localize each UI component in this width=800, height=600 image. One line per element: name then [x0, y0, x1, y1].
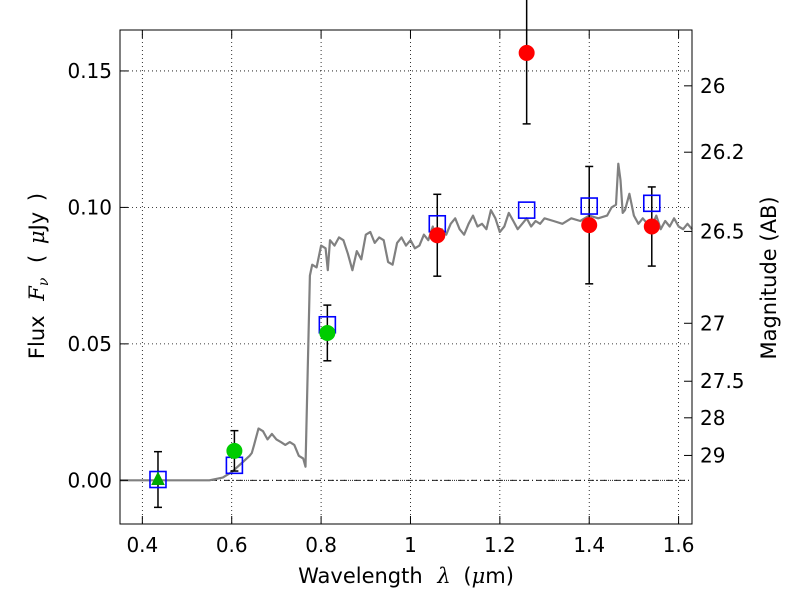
x-tick-label: 1 — [404, 533, 417, 557]
y2-tick-label: 29 — [700, 443, 725, 467]
y-axis-label-prefix: Flux — [25, 315, 49, 359]
x-tick-label: 0.6 — [216, 533, 248, 557]
y2-axis-label: Magnitude (AB) — [757, 196, 781, 359]
observed-photometry — [151, 44, 660, 486]
y-axis-label-unit-open: ( — [25, 255, 49, 263]
spectrum-line — [120, 162, 693, 482]
x-axis-label-prefix: Wavelength — [298, 564, 423, 588]
y-tick-label: 0.10 — [67, 195, 112, 219]
y2-tick-label: 27 — [700, 311, 725, 335]
observed-point — [581, 217, 598, 234]
model-photometry — [149, 194, 661, 489]
error-bars — [153, 0, 656, 509]
y2-tick-label: 26 — [700, 74, 725, 98]
axis-ticks: 0.4 0.6 0.8 1 1.2 1.4 1.6 0.00 0.05 0.10 0.15 26 26.… — [67, 30, 745, 557]
x-axis-label-unit-mu: μ — [472, 564, 486, 588]
plot-frame — [119, 29, 693, 525]
y-tick-label: 0.00 — [67, 468, 112, 492]
y-axis-label-symbol: F — [25, 285, 49, 302]
y2-tick-label: 26.2 — [700, 140, 745, 164]
observed-point — [319, 324, 336, 341]
y-axis-label: Flux Fν ( μJy ) — [25, 193, 53, 359]
x-tick-label: 1.6 — [663, 533, 695, 557]
template-spectrum — [120, 162, 693, 482]
observed-point — [429, 227, 446, 244]
x-tick-label: 1.4 — [573, 533, 605, 557]
observed-point — [643, 218, 660, 235]
y-axis-label-subscript: ν — [36, 277, 52, 286]
x-axis-label-unit-open: ( — [463, 564, 471, 588]
y2-tick-label: 27.5 — [700, 369, 745, 393]
grid-lines — [120, 30, 692, 524]
y2-tick-label: 28 — [700, 406, 725, 430]
y-tick-label: 0.05 — [67, 332, 112, 356]
y-axis-label-unit-rest: Jy — [25, 212, 49, 233]
model-point — [642, 194, 661, 213]
observed-point-triangle — [151, 471, 165, 486]
x-tick-label: 1.2 — [484, 533, 516, 557]
observed-point — [226, 442, 243, 459]
x-axis-label-unit-rest: m) — [485, 564, 514, 588]
y2-tick-label: 26.5 — [700, 219, 745, 243]
x-axis-label: Wavelength λ (μm) — [298, 564, 514, 588]
y-axis-label-unit-close: ) — [25, 193, 49, 201]
observed-point — [518, 44, 535, 61]
y-tick-label: 0.15 — [67, 59, 112, 83]
x-tick-label: 0.4 — [126, 533, 158, 557]
model-point — [580, 197, 599, 215]
model-point — [517, 201, 536, 219]
x-axis-label-symbol: λ — [436, 564, 450, 588]
y-axis-label-unit-mu: μ — [25, 230, 49, 244]
x-tick-label: 0.8 — [305, 533, 337, 557]
